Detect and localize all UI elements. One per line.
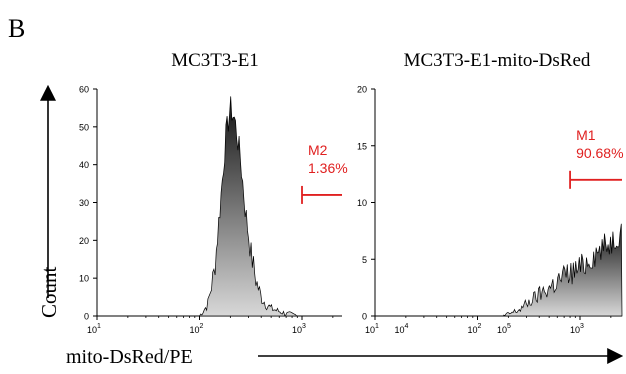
panel-mc3t3-e1-mito-dsred: MC3T3-E1-mito-DsRed 0 5 10 15 20 101 102 103 104 1… <box>357 50 624 335</box>
y-tick-label: 30 <box>79 198 89 208</box>
panel-title: MC3T3-E1 <box>171 50 259 71</box>
x-tick-label: 102 <box>190 323 204 335</box>
y-tick-label: 20 <box>79 236 89 246</box>
y-tick-label: 60 <box>79 85 89 95</box>
y-tick-label: 10 <box>357 198 367 208</box>
y-tick-label: 5 <box>362 255 367 265</box>
x-tick-label: 101 <box>365 323 379 335</box>
y-tick-label: 20 <box>357 85 367 95</box>
y-tick-label: 40 <box>79 160 89 170</box>
y-tick-label: 0 <box>362 312 367 322</box>
x-tick-label: 104 <box>395 323 409 335</box>
y-tick-label: 0 <box>84 312 89 322</box>
y-tick-label: 50 <box>79 122 89 132</box>
gate-name: M1 <box>576 127 596 143</box>
x-tick-label: 103 <box>570 323 584 335</box>
x-tick-label: 103 <box>292 323 306 335</box>
y-tick-label: 10 <box>79 274 89 284</box>
panel-title: MC3T3-E1-mito-DsRed <box>404 50 591 71</box>
count-label: Count <box>37 266 61 318</box>
x-tick-label: 102 <box>468 323 482 335</box>
x-tick-label: 105 <box>497 323 511 335</box>
gate-percent: 1.36% <box>308 160 348 176</box>
histogram-area <box>198 96 302 317</box>
histogram-area <box>503 223 623 317</box>
y-tick-label: 15 <box>357 141 367 151</box>
gate-name: M2 <box>308 142 328 158</box>
xaxis-label: mito-DsRed/PE <box>66 346 193 368</box>
gate-percent: 90.68% <box>576 145 623 161</box>
x-tick-label: 101 <box>87 323 101 335</box>
panel-label: B <box>8 14 25 43</box>
